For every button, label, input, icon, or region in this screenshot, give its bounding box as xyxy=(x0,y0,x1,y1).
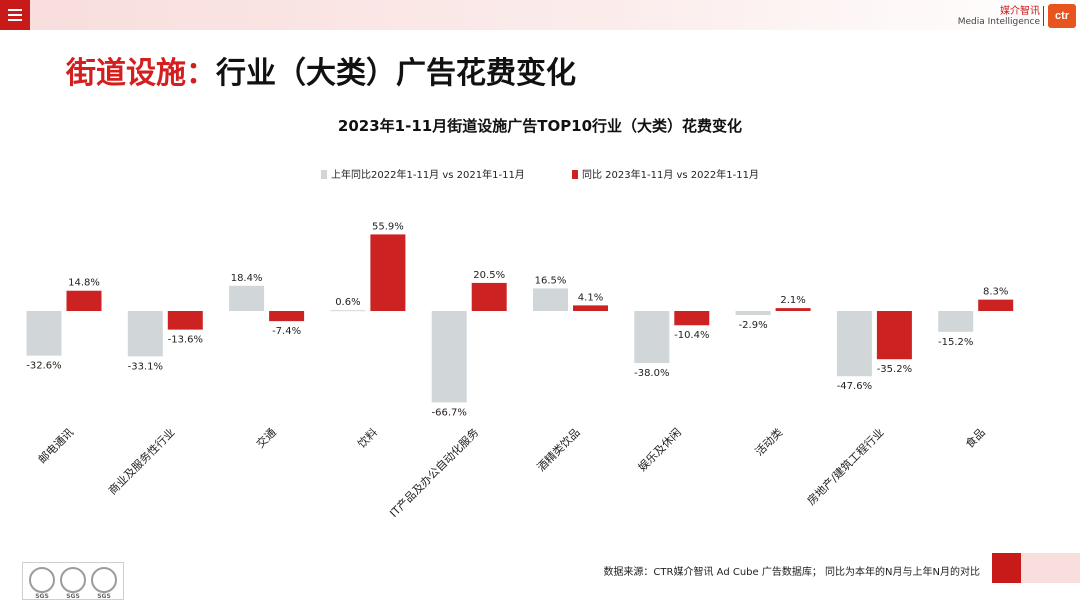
menu-button[interactable] xyxy=(0,0,30,30)
bar-chart: -32.6% 14.8% 邮电通讯 -33.1% -13.6% 商业及服务性行业 18.4%… xyxy=(26,221,1014,520)
bar-current-year xyxy=(573,305,608,311)
data-label: 2.1% xyxy=(780,295,805,306)
bar-prior-year xyxy=(634,311,670,364)
data-label: -2.9% xyxy=(739,320,768,331)
legend-item-prior-year: 上年同比2022年1-11月 vs 2021年1-11月 xyxy=(321,166,525,181)
page-title-highlight: 街道设施： xyxy=(66,56,216,91)
bar-current-year xyxy=(269,311,305,322)
data-label: -10.4% xyxy=(674,330,709,341)
data-label: -15.2% xyxy=(938,337,973,348)
bar-prior-year xyxy=(938,311,974,332)
data-label: -35.2% xyxy=(877,364,912,375)
data-label: -47.6% xyxy=(837,381,872,392)
sgs-badge-icon: SGS xyxy=(60,567,86,600)
bar-prior-year xyxy=(836,311,872,377)
sgs-badge-label: SGS xyxy=(97,593,111,600)
category-label: 饮料 xyxy=(355,425,380,450)
bar-current-year xyxy=(167,311,203,330)
data-label: -13.6% xyxy=(168,335,203,346)
bar-current-year xyxy=(471,282,507,311)
brand-name-cn: 媒介智讯 xyxy=(1000,6,1040,17)
category-label: 活动类 xyxy=(752,425,785,458)
bar-current-year xyxy=(876,311,912,360)
page-title: 街道设施：行业（大类）广告花费变化 xyxy=(66,48,576,92)
legend-label-prior-year: 上年同比2022年1-11月 vs 2021年1-11月 xyxy=(331,170,525,181)
header-band xyxy=(30,0,1080,30)
data-label: 8.3% xyxy=(983,287,1008,298)
data-label: 20.5% xyxy=(473,270,505,281)
bar-prior-year xyxy=(533,288,568,311)
category-label: 交通 xyxy=(253,425,278,450)
data-label: 55.9% xyxy=(372,221,404,232)
menu-icon-bar xyxy=(8,19,22,21)
legend-swatch-prior-year xyxy=(321,170,328,179)
category-label: IT产品及办公自动化服务 xyxy=(387,425,482,520)
bar-prior-year xyxy=(431,311,467,403)
data-label: 14.8% xyxy=(68,278,100,289)
legend-swatch-current-year xyxy=(572,170,578,179)
menu-icon-bar xyxy=(8,14,22,16)
source-note: 数据来源：CTR媒介智讯 Ad Cube 广告数据库； 同比为本年的N月与上年N… xyxy=(603,567,980,578)
chart-title: 2023年1-11月街道设施广告TOP10行业（大类）花费变化 xyxy=(337,117,743,135)
category-label: 娱乐及休闲 xyxy=(635,425,684,474)
data-label: -33.1% xyxy=(128,361,163,372)
data-label: 18.4% xyxy=(231,273,263,284)
bar-prior-year xyxy=(26,311,62,356)
bar-current-year xyxy=(674,311,710,326)
category-label: 房地产/建筑工程行业 xyxy=(804,425,887,508)
sgs-badge-label: SGS xyxy=(66,593,80,600)
brand: 媒介智讯 Media Intelligence xyxy=(958,6,1040,28)
data-label: -32.6% xyxy=(26,361,61,372)
bar-prior-year xyxy=(229,285,265,311)
sgs-badge-label: SGS xyxy=(35,593,49,600)
category-label: 邮电通讯 xyxy=(36,426,76,466)
footer-accent-block xyxy=(992,553,1021,583)
brand-name-en: Media Intelligence xyxy=(957,17,1040,27)
bar-current-year xyxy=(775,308,811,311)
category-label: 酒精类饮品 xyxy=(534,425,583,474)
brand-divider xyxy=(1043,6,1044,26)
bar-current-year xyxy=(370,234,406,311)
ctr-logo-icon: ctr xyxy=(1048,4,1076,28)
chart-legend: 上年同比2022年1-11月 vs 2021年1-11月 同比 2023年1-1… xyxy=(0,166,1080,181)
data-label: 4.1% xyxy=(578,292,603,303)
legend-item-current-year: 同比 2023年1-11月 vs 2022年1-11月 xyxy=(572,166,759,181)
bar-prior-year xyxy=(127,311,163,357)
data-label: 0.6% xyxy=(335,297,360,308)
data-label: -7.4% xyxy=(272,326,301,337)
sgs-badge-icon: SGS xyxy=(29,567,55,600)
category-label: 商业及服务性行业 xyxy=(105,425,177,497)
category-label: 食品 xyxy=(962,425,987,450)
legend-label-current-year: 同比 2023年1-11月 vs 2022年1-11月 xyxy=(582,170,759,181)
data-label: -66.7% xyxy=(432,407,467,418)
bar-prior-year xyxy=(735,311,771,315)
data-label: 16.5% xyxy=(535,275,567,286)
bar-current-year xyxy=(66,290,102,311)
menu-icon-bar xyxy=(8,9,22,11)
data-label: -38.0% xyxy=(634,368,669,379)
bar-current-year xyxy=(978,299,1014,311)
certification-badges: SGS SGS SGS xyxy=(22,562,124,600)
sgs-badge-icon: SGS xyxy=(91,567,117,600)
page-title-rest: 行业（大类）广告花费变化 xyxy=(216,56,576,91)
bar-prior-year xyxy=(330,310,366,312)
